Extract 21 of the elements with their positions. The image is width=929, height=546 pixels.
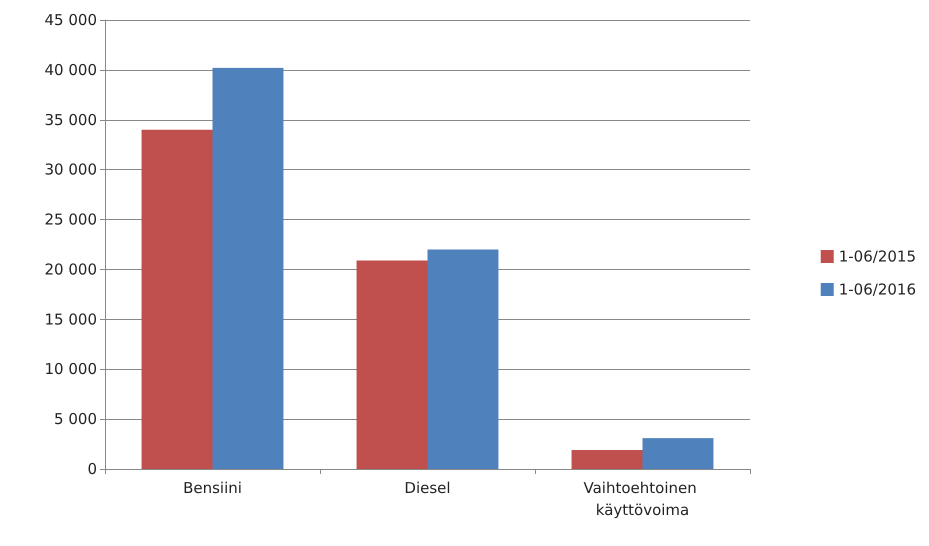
y-tick-label: 20 000	[44, 260, 97, 278]
y-tick-label: 40 000	[44, 60, 97, 79]
y-tick-label: 5 000	[54, 410, 97, 428]
x-tick-label: Diesel	[404, 479, 451, 497]
bar	[572, 450, 642, 469]
x-tick-label: Vaihtoehtoinen käyttövoima	[584, 479, 702, 519]
y-tick-label: 45 000	[44, 11, 97, 29]
y-tick-label: 30 000	[44, 160, 97, 179]
x-tick-label: Bensiini	[183, 479, 242, 497]
y-tick-label: 25 000	[44, 210, 97, 229]
bar	[356, 260, 428, 469]
bar	[212, 68, 284, 469]
y-tick-label: 0	[87, 460, 97, 478]
y-tick-label: 10 000	[44, 360, 97, 378]
bar	[428, 249, 498, 469]
bar	[642, 438, 714, 469]
y-tick-label: 35 000	[44, 110, 97, 129]
legend-label: 1-06/2015	[838, 248, 916, 266]
y-tick-label: 15 000	[44, 310, 97, 328]
legend-label: 1-06/2016	[838, 280, 916, 298]
bar	[142, 130, 212, 469]
